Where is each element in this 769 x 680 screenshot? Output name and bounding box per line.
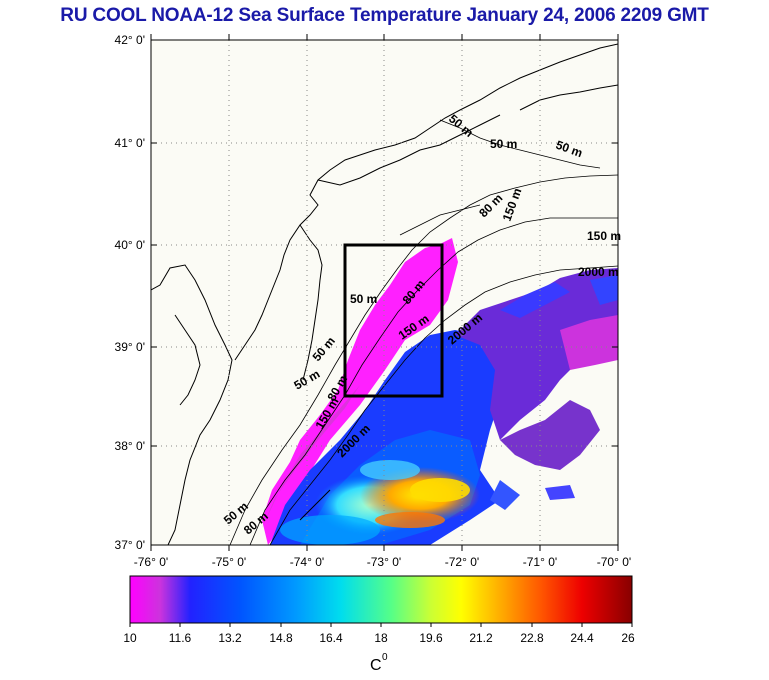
colorbar-unit: C [370, 657, 382, 674]
frame-ticks [150, 34, 619, 551]
contour-label: 50 m [350, 292, 377, 306]
colorbar-tick: 16.4 [319, 631, 343, 645]
colorbar-tick: 18 [374, 631, 388, 645]
contour-label: 150 m [587, 229, 621, 243]
lat-label: 37° 0' [115, 538, 145, 552]
colorbar-gradient [129, 575, 633, 624]
graticule [151, 40, 618, 545]
lon-label: -75° 0' [212, 555, 246, 569]
lon-label: -71° 0' [523, 555, 557, 569]
study-area-box [343, 243, 444, 398]
lon-label: -73° 0' [367, 555, 401, 569]
lat-label: 39° 0' [115, 340, 145, 354]
lat-label: 42° 0' [115, 33, 145, 47]
colorbar-tick: 21.2 [469, 631, 493, 645]
longitude-labels: -76° 0' -75° 0' -74° 0' -73° 0' -72° 0' … [134, 555, 631, 569]
lat-label: 40° 0' [115, 238, 145, 252]
latitude-labels: 42° 0' 41° 0' 40° 0' 39° 0' 38° 0' 37° 0… [115, 33, 145, 552]
colorbar-tick: 19.6 [419, 631, 443, 645]
lon-label: -70° 0' [597, 555, 631, 569]
colorbar: 10 11.6 13.2 14.8 16.4 18 19.6 21.2 22.8… [123, 575, 635, 674]
colorbar-tick: 14.8 [269, 631, 293, 645]
colorbar-tick: 22.8 [520, 631, 544, 645]
colorbar-tick: 24.4 [570, 631, 594, 645]
lon-label: -76° 0' [134, 555, 168, 569]
colorbar-tick: 13.2 [218, 631, 242, 645]
lat-label: 38° 0' [115, 439, 145, 453]
colorbar-tick: 10 [123, 631, 137, 645]
colorbar-unit-superscript: 0 [382, 652, 388, 663]
colorbar-tick: 26 [621, 631, 635, 645]
coastline [151, 43, 618, 545]
colorbar-tick: 11.6 [169, 631, 192, 645]
bathymetry-contours [229, 119, 618, 545]
lon-label: -74° 0' [290, 555, 324, 569]
lat-label: 41° 0' [115, 136, 145, 150]
contour-label: 50 m [490, 137, 517, 151]
map-title: RU COOL NOAA-12 Sea Surface Temperature … [60, 5, 709, 26]
lon-label: -72° 0' [445, 555, 479, 569]
sst-imagery [262, 238, 618, 545]
contour-label: 2000 m [578, 265, 619, 279]
